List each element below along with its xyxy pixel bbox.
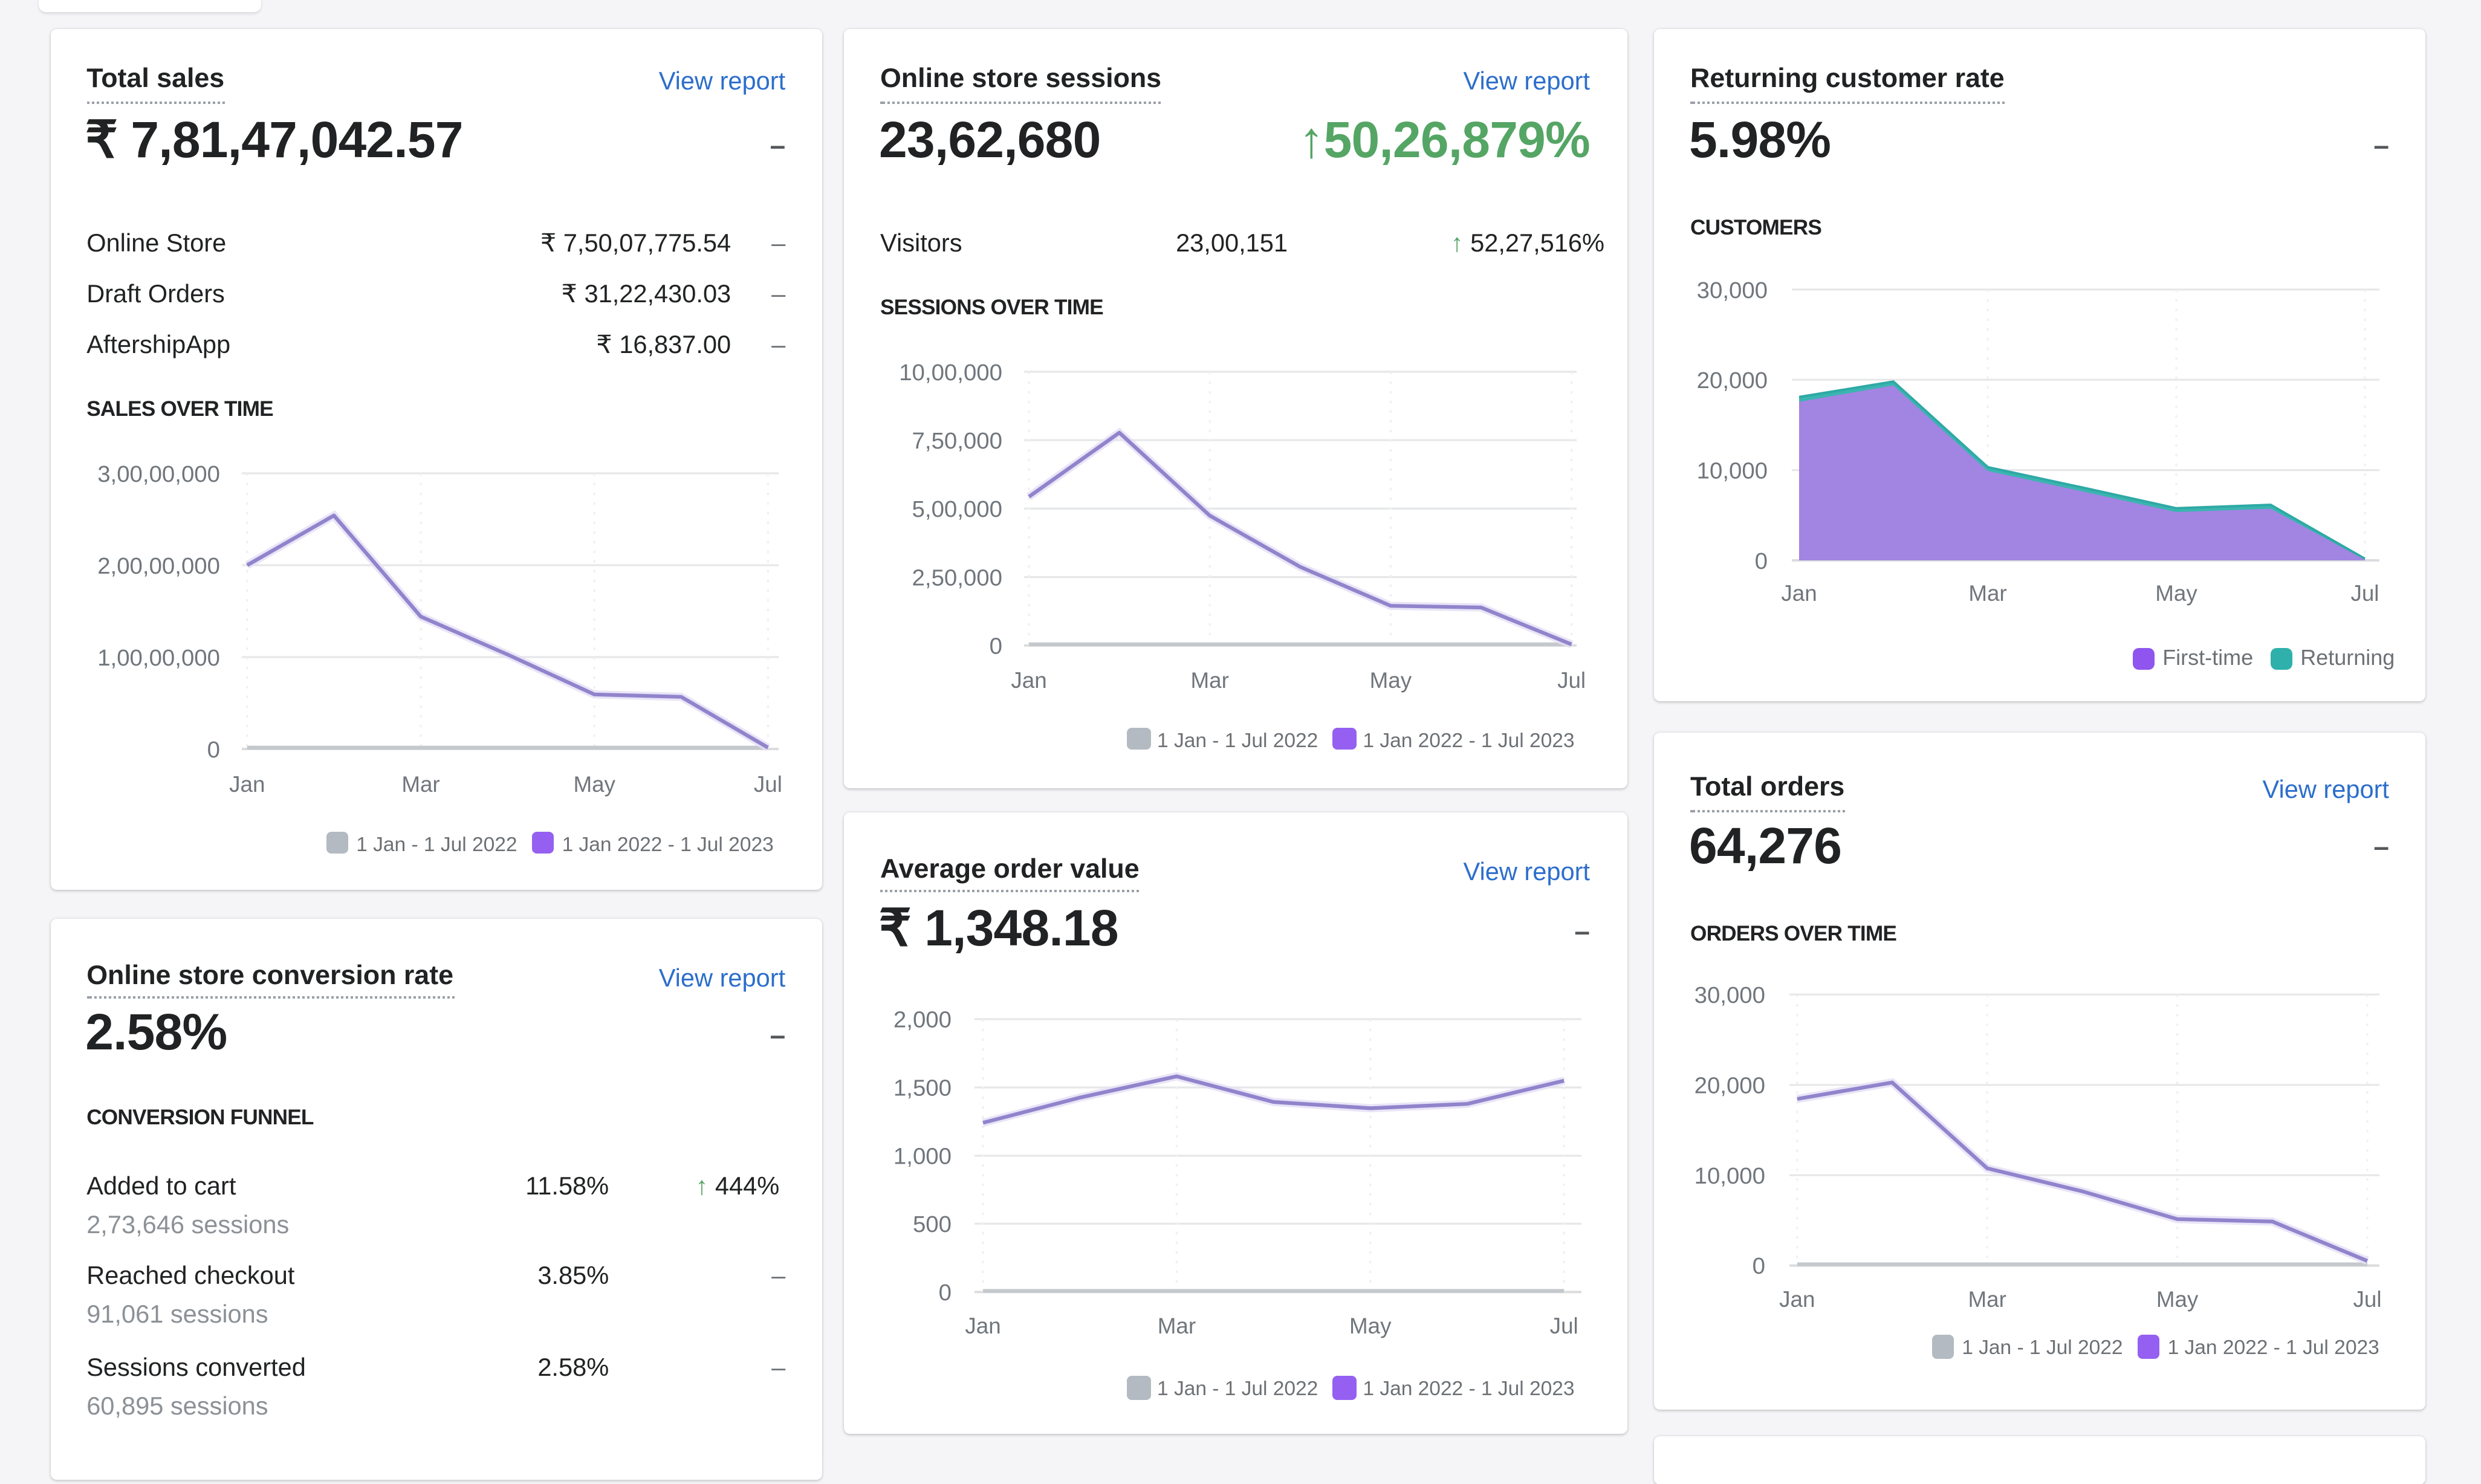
svg-text:2,50,000: 2,50,000: [912, 564, 1002, 590]
svg-text:Jul: Jul: [753, 771, 782, 796]
svg-text:May: May: [1370, 667, 1412, 692]
svg-text:Jul: Jul: [2353, 1286, 2381, 1311]
svg-text:10,000: 10,000: [1697, 458, 1768, 484]
svg-text:500: 500: [913, 1212, 952, 1238]
svg-text:Mar: Mar: [1158, 1314, 1196, 1339]
svg-text:Jan: Jan: [229, 771, 264, 796]
svg-text:1,500: 1,500: [893, 1076, 952, 1102]
svg-text:0: 0: [207, 736, 219, 762]
svg-text:Mar: Mar: [1191, 667, 1229, 692]
svg-text:3,00,00,000: 3,00,00,000: [97, 461, 219, 487]
svg-text:30,000: 30,000: [1697, 277, 1768, 303]
svg-text:20,000: 20,000: [1697, 367, 1768, 393]
svg-text:0: 0: [990, 633, 1002, 659]
svg-text:20,000: 20,000: [1695, 1071, 1765, 1097]
svg-text:10,00,000: 10,00,000: [899, 359, 1002, 385]
svg-text:Jan: Jan: [1781, 580, 1817, 605]
svg-text:7,50,000: 7,50,000: [912, 427, 1002, 453]
svg-text:10,000: 10,000: [1695, 1162, 1765, 1188]
svg-text:0: 0: [1753, 1252, 1765, 1278]
svg-text:Mar: Mar: [401, 771, 439, 796]
svg-text:1,00,00,000: 1,00,00,000: [97, 644, 219, 670]
svg-text:30,000: 30,000: [1695, 981, 1765, 1007]
svg-text:0: 0: [939, 1280, 952, 1306]
svg-text:May: May: [2155, 580, 2197, 605]
svg-text:Jul: Jul: [1557, 667, 1586, 692]
svg-text:May: May: [1349, 1314, 1392, 1339]
svg-text:2,00,00,000: 2,00,00,000: [97, 552, 219, 578]
svg-text:Jan: Jan: [1011, 667, 1046, 692]
svg-text:5,00,000: 5,00,000: [912, 496, 1002, 522]
svg-text:May: May: [2156, 1286, 2199, 1311]
svg-text:1,000: 1,000: [893, 1144, 952, 1170]
svg-text:Jan: Jan: [965, 1314, 1001, 1339]
svg-text:2,000: 2,000: [893, 1008, 952, 1034]
svg-text:Jul: Jul: [2350, 580, 2379, 605]
svg-text:Jan: Jan: [1779, 1286, 1815, 1311]
svg-text:Jul: Jul: [1550, 1314, 1578, 1339]
svg-text:0: 0: [1755, 548, 1768, 574]
svg-text:Mar: Mar: [1968, 1286, 2006, 1311]
svg-text:May: May: [573, 771, 615, 796]
svg-text:Mar: Mar: [1968, 580, 2006, 605]
